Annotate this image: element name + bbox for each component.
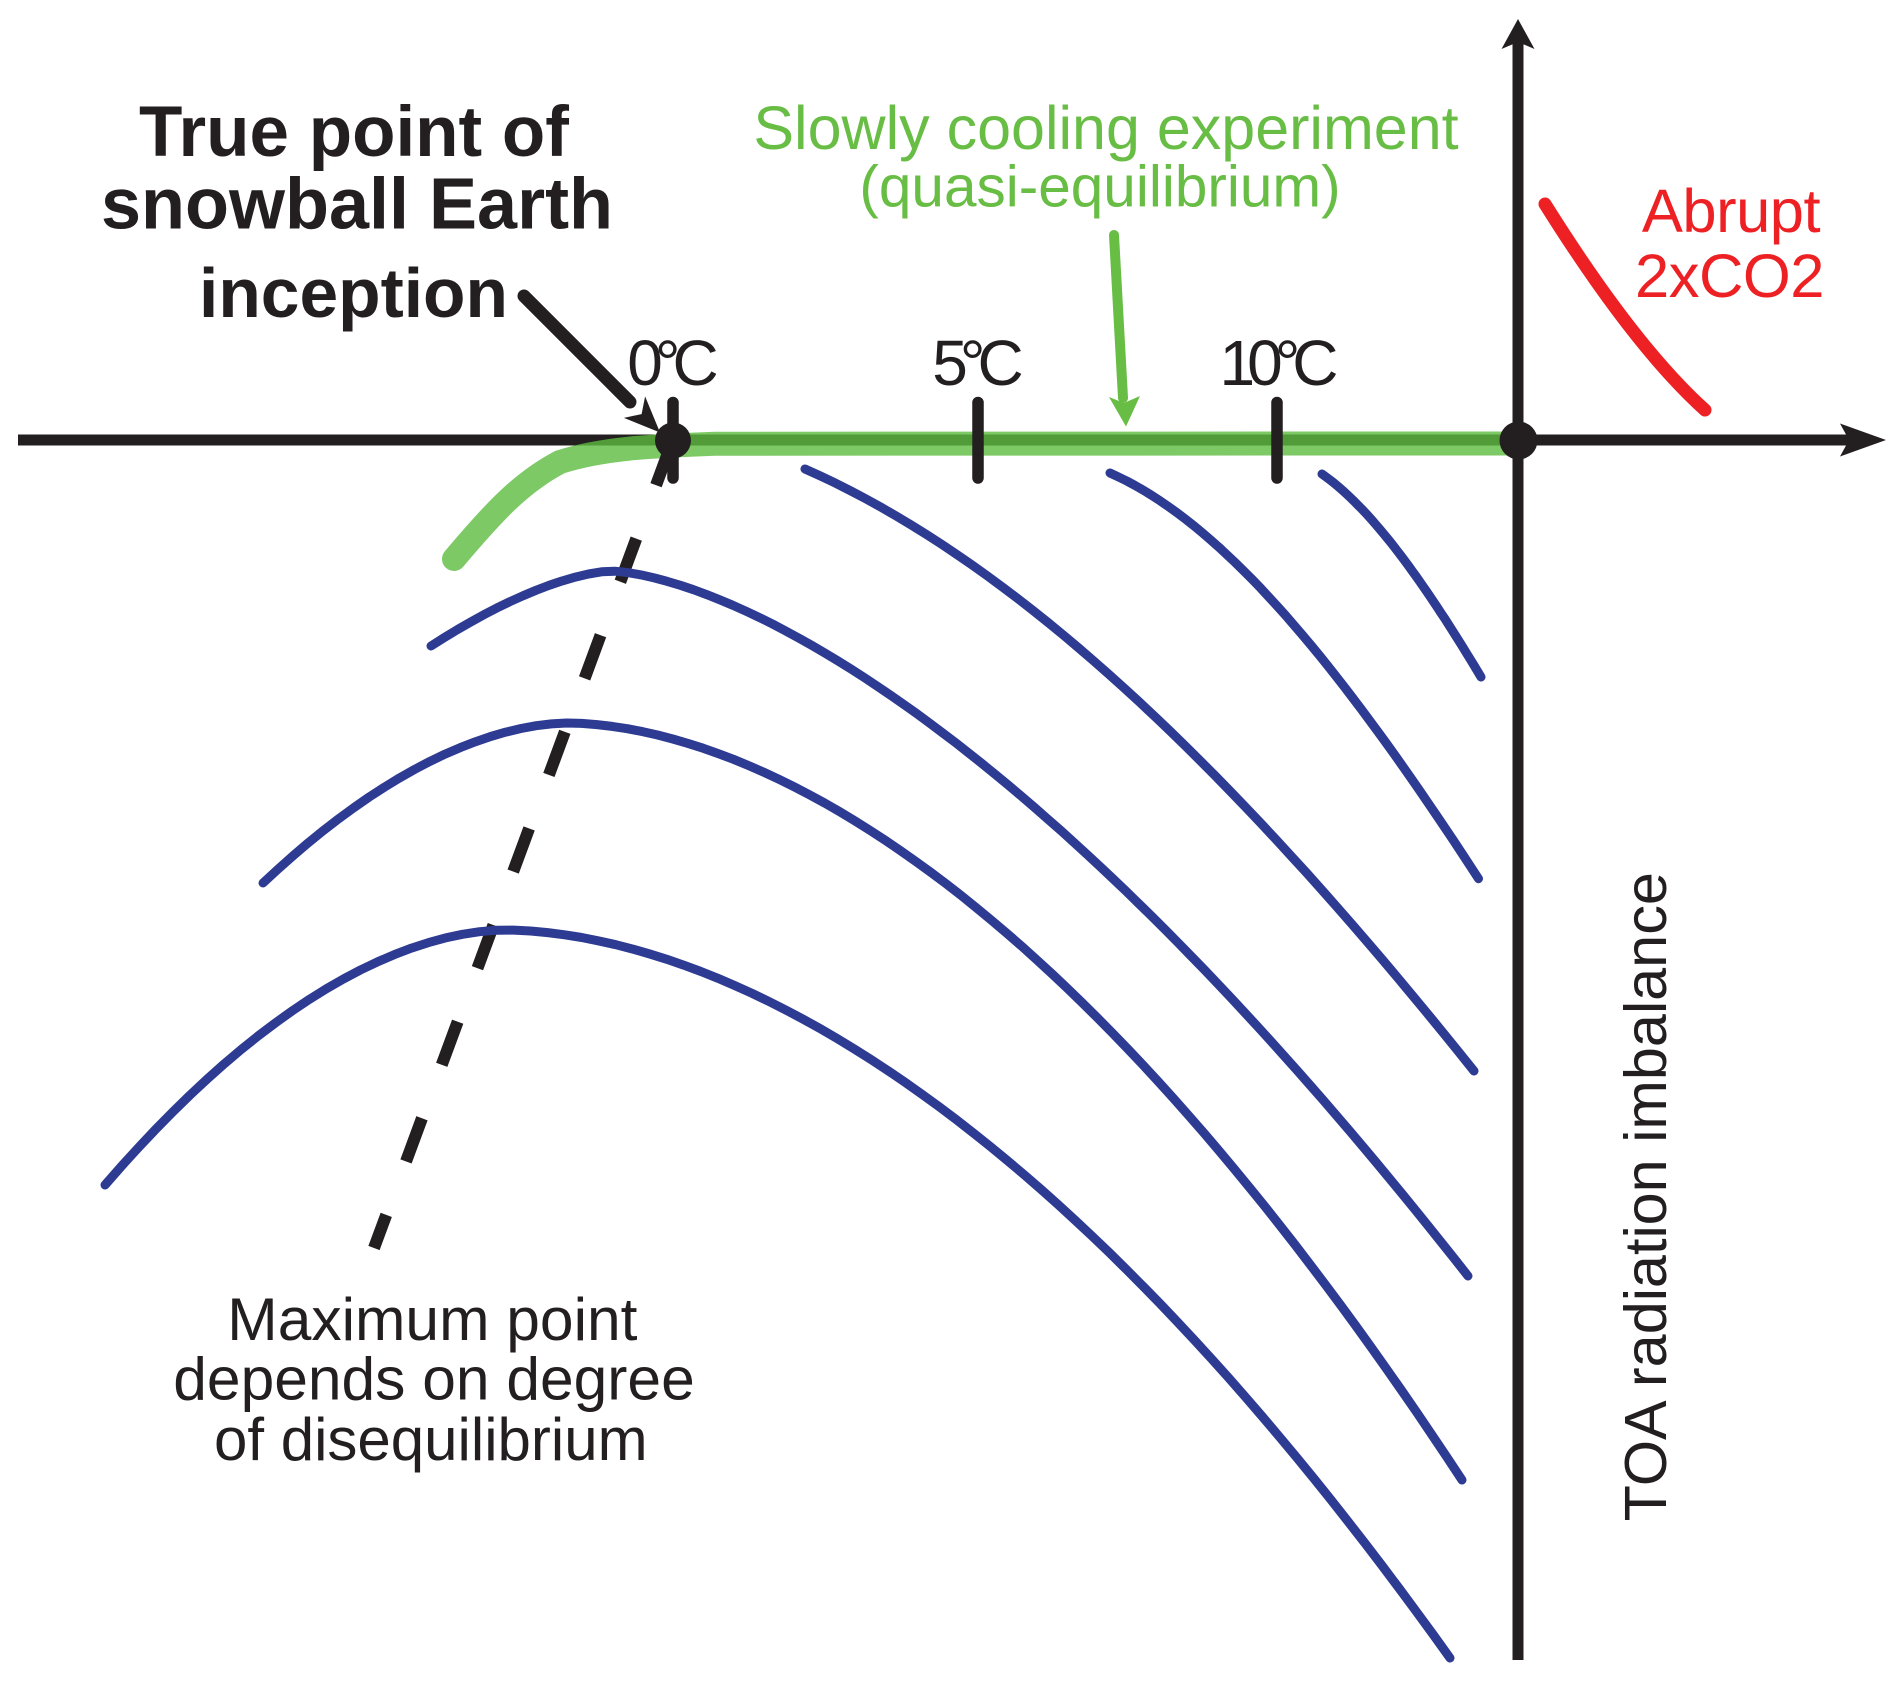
svg-text:of disequilibrium: of disequilibrium [214, 1406, 648, 1473]
svg-text:2xCO2: 2xCO2 [1635, 242, 1824, 311]
svg-text:inception: inception [199, 254, 508, 332]
svg-text:Maximum point: Maximum point [227, 1285, 637, 1353]
svg-text:0°C: 0°C [627, 327, 716, 399]
svg-text:snowball Earth: snowball Earth [101, 165, 613, 245]
svg-text:True point of: True point of [139, 93, 569, 172]
svg-text:5°C: 5°C [932, 327, 1021, 399]
svg-text:10°C: 10°C [1220, 327, 1337, 399]
svg-text:Abrupt: Abrupt [1642, 177, 1821, 246]
svg-text:depends on degree: depends on degree [173, 1345, 694, 1413]
svg-text:TOA radiation imbalance: TOA radiation imbalance [1612, 872, 1679, 1521]
svg-text:(quasi-equilibrium): (quasi-equilibrium) [859, 155, 1340, 220]
svg-text:Slowly cooling experiment: Slowly cooling experiment [753, 94, 1458, 162]
